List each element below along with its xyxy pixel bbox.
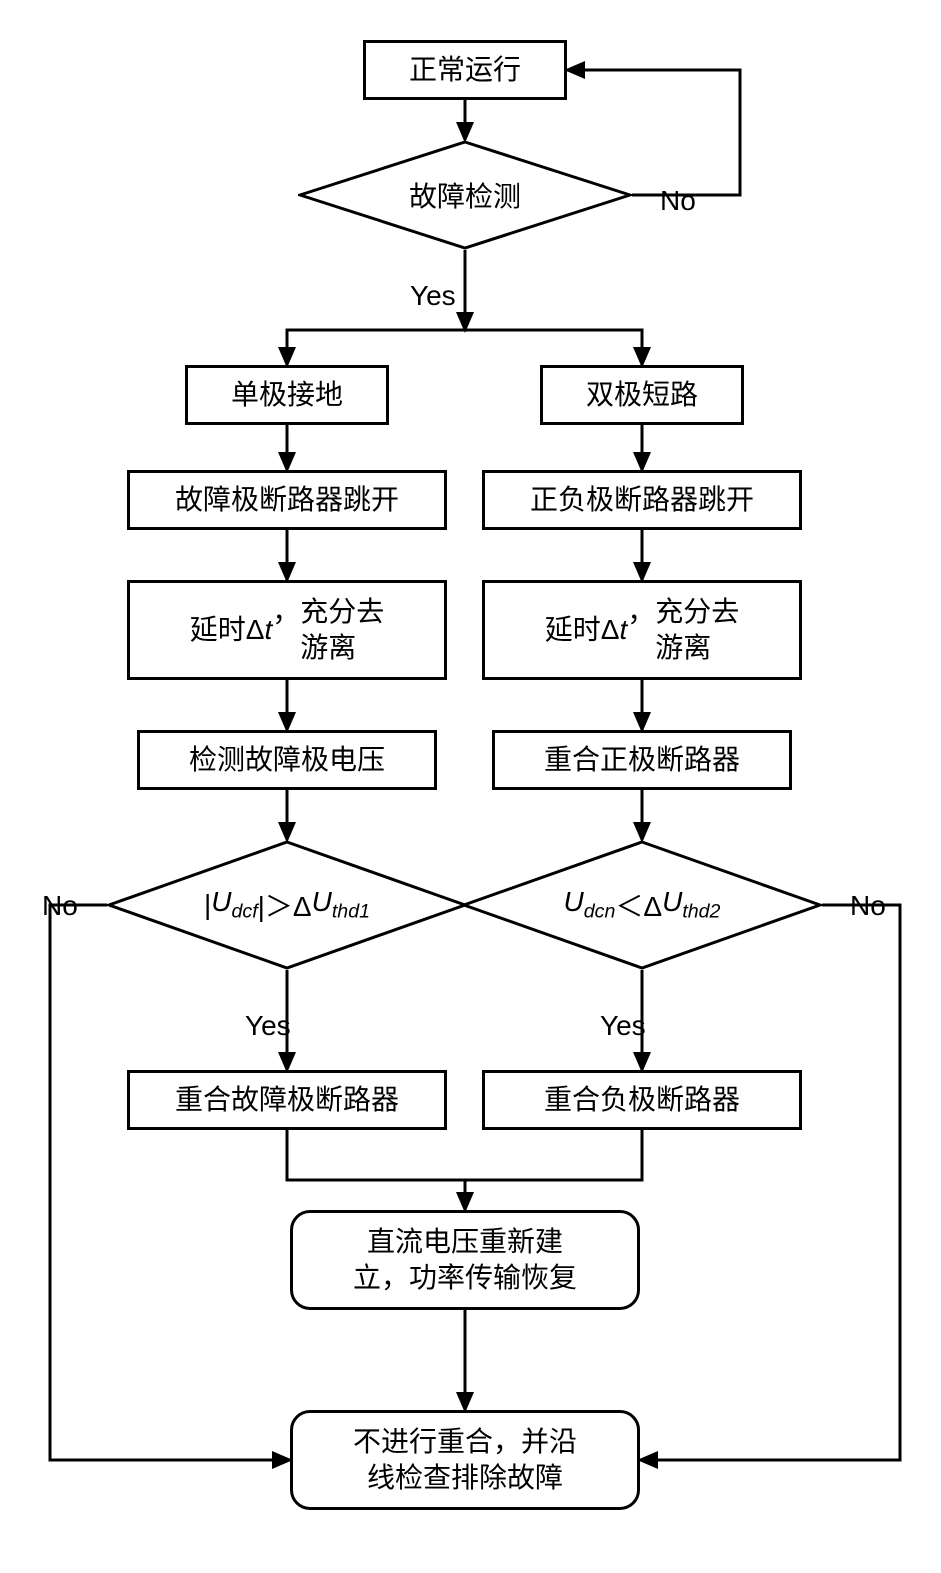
flowchart-process: 检测故障极电压: [137, 730, 437, 790]
flowchart-process: 双极短路: [540, 365, 744, 425]
flowchart-terminal: 直流电压重新建立，功率传输恢复: [290, 1210, 640, 1310]
flowchart-decision: 故障检测: [298, 140, 632, 250]
decision-label: 故障检测: [298, 140, 632, 250]
flowchart-process: 重合负极断路器: [482, 1070, 802, 1130]
flowchart-process: 重合正极断路器: [492, 730, 792, 790]
flowchart-terminal: 不进行重合，并沿线检查排除故障: [290, 1410, 640, 1510]
flowchart-process: 延时Δ t，充分去游离: [482, 580, 802, 680]
flowchart-process: 故障极断路器跳开: [127, 470, 447, 530]
flowchart-decision: |Udcf|＞Δ Uthd1: [107, 840, 467, 970]
flowchart-process: 正常运行: [363, 40, 567, 100]
flowchart-process: 正负极断路器跳开: [482, 470, 802, 530]
decision-label: |Udcf|＞Δ Uthd1: [107, 840, 467, 970]
flowchart-decision: Udcn＜Δ Uthd2: [462, 840, 822, 970]
flowchart-process: 延时Δ t，充分去游离: [127, 580, 447, 680]
decision-label: Udcn＜Δ Uthd2: [462, 840, 822, 970]
flowchart-process: 单极接地: [185, 365, 389, 425]
flowchart-process: 重合故障极断路器: [127, 1070, 447, 1130]
